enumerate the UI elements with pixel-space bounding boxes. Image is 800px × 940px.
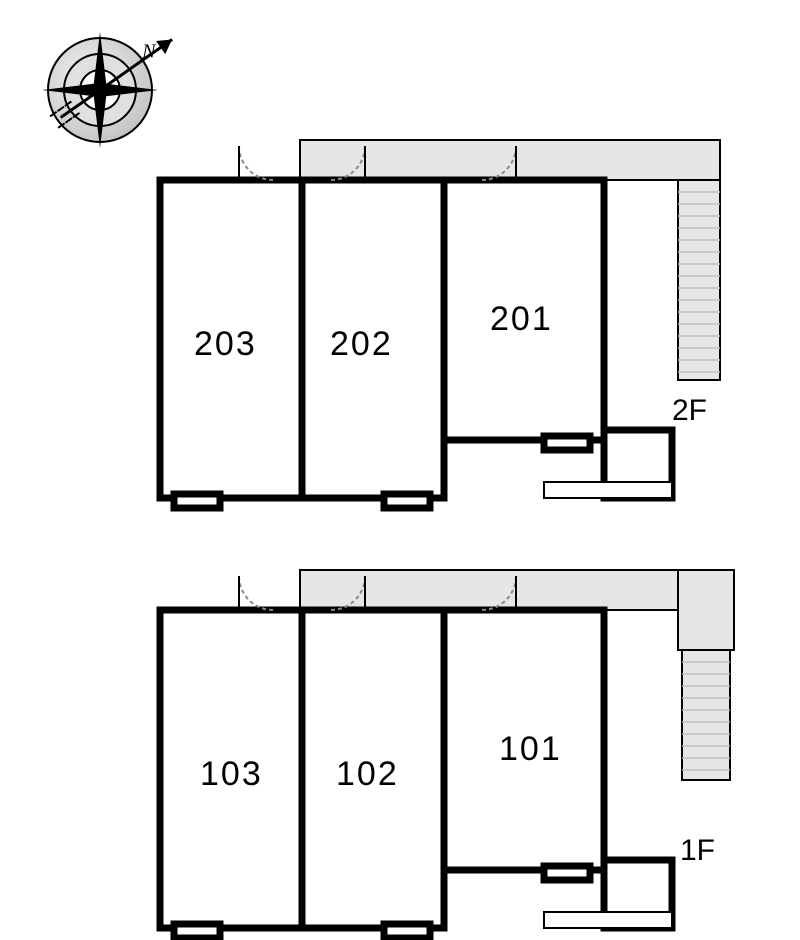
floorplan-svg: N 203 202 201 2F 103 102 101 1F <box>0 0 800 940</box>
floor-2F: 203 202 201 <box>160 140 720 508</box>
unit-101: 101 <box>444 610 672 928</box>
unit-201: 201 <box>444 180 672 498</box>
unit-203: 203 <box>160 180 302 508</box>
unit-102: 102 <box>302 610 444 938</box>
unit-label: 202 <box>330 325 393 363</box>
unit-label: 103 <box>200 755 263 793</box>
unit-label: 102 <box>336 755 399 793</box>
unit-label: 203 <box>194 325 257 363</box>
compass-icon: N <box>42 32 172 148</box>
unit-103: 103 <box>160 610 302 938</box>
floor-label: 2F <box>672 394 707 427</box>
svg-text:N: N <box>141 41 157 63</box>
floor-1F: 103 102 101 <box>160 570 734 938</box>
unit-label: 101 <box>499 730 562 768</box>
floor-label: 1F <box>680 834 715 867</box>
unit-202: 202 <box>302 180 444 508</box>
floorplan-diagram: N 203 202 201 2F 103 102 101 1F <box>0 0 800 940</box>
unit-label: 201 <box>490 300 553 338</box>
